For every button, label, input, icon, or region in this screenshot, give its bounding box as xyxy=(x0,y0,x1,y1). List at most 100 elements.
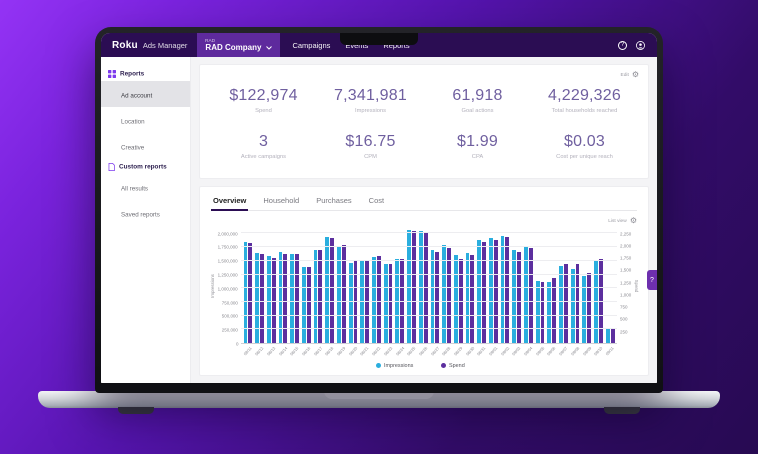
sidebar-item-creative[interactable]: Creative xyxy=(101,133,190,159)
help-icon[interactable]: ? xyxy=(618,40,627,50)
y-tick-label: 500,000 xyxy=(221,313,238,319)
sidebar-section-label: Custom reports xyxy=(119,162,167,171)
gear-icon[interactable]: ⚙ xyxy=(631,69,639,79)
spend-bar xyxy=(575,264,580,343)
gridline xyxy=(241,273,617,275)
gridline xyxy=(241,259,617,261)
tab-cost[interactable]: Cost xyxy=(368,196,385,205)
x-tick-label: 09/09 xyxy=(581,346,592,357)
x-tick-label: 08/24 xyxy=(394,346,405,357)
account-selector[interactable]: RAD RAD Company xyxy=(197,33,281,57)
bar-pair xyxy=(500,228,510,343)
legend-item-impressions[interactable]: Impressions xyxy=(375,361,427,370)
spend-bar xyxy=(400,258,405,343)
x-tick-label: 09/02 xyxy=(500,346,511,357)
chart-action-label: List view xyxy=(608,217,627,224)
tab-overview[interactable]: Overview xyxy=(210,196,249,211)
x-tick-label: 09/11 xyxy=(605,346,616,357)
legend-dot xyxy=(375,362,381,368)
y-tick-label: 0 xyxy=(235,341,238,347)
tab-household[interactable]: Household xyxy=(263,196,300,205)
legend-item-spend[interactable]: Spend xyxy=(440,361,472,370)
chevron-down-icon xyxy=(266,45,273,50)
sidebar-section-custom-reports[interactable]: Custom reports xyxy=(101,159,190,174)
metrics-settings[interactable]: Edit ⚙ xyxy=(615,70,639,79)
spend-bar xyxy=(587,273,592,343)
bar-pair xyxy=(301,228,311,343)
y-tick-label: 250 xyxy=(620,329,628,335)
y-tick-label: 1,000,000 xyxy=(218,286,238,292)
y-tick-label: 500 xyxy=(620,316,628,322)
roku-logo: Roku xyxy=(112,39,138,51)
gear-icon[interactable]: ⚙ xyxy=(629,215,637,225)
chart-view-toggle[interactable]: List view ⚙ xyxy=(211,216,637,225)
impressions-bar xyxy=(301,267,306,343)
nav-item-campaigns[interactable]: Campaigns xyxy=(292,40,331,50)
metric-value: $1.99 xyxy=(456,133,499,150)
laptop-notch xyxy=(340,33,418,45)
nav-item-reports[interactable]: Reports xyxy=(383,40,410,50)
tab-purchases[interactable]: Purchases xyxy=(316,196,352,205)
nav-item-events[interactable]: Events xyxy=(345,40,369,50)
metric-active-campaigns: 3 Active campaigns xyxy=(210,133,317,162)
impressions-bar xyxy=(337,245,341,343)
impressions-bar xyxy=(430,250,435,343)
sidebar-item-ad-account[interactable]: Ad account xyxy=(101,81,190,107)
metric-cost-per-unique-reach: $0.03 Cost per unique reach xyxy=(531,133,638,162)
spend-bar xyxy=(447,247,451,343)
x-tick-label: 08/26 xyxy=(418,346,429,357)
x-tick-label: 08/21 xyxy=(359,346,370,357)
sidebar-item-label: Ad account xyxy=(121,91,153,100)
sidebar-item-saved-reports[interactable]: Saved reports xyxy=(101,200,190,226)
y-axis-left: Impressions 2,000,000 1,750,000 1,500,000 1… xyxy=(210,228,241,347)
metric-label: CPA xyxy=(471,153,484,160)
bar-pair xyxy=(372,228,381,343)
x-tick-label: 08/25 xyxy=(406,346,417,357)
x-tick-label: 08/17 xyxy=(313,346,324,357)
x-axis-labels: 08/11 08/12 08/13 08/14 08/15 08/16 08/17 08/18… xyxy=(241,344,617,359)
x-tick-label: 09/06 xyxy=(546,346,557,357)
metric-households-reached: 4,229,326 Total households reached xyxy=(531,87,638,116)
x-tick-label: 09/10 xyxy=(593,346,604,357)
y-tick-label: 1,750,000 xyxy=(218,244,238,250)
sidebar-section-reports[interactable]: Reports xyxy=(101,66,190,81)
x-tick-label: 08/18 xyxy=(324,346,335,357)
y-tick-label: 2,000 xyxy=(620,243,632,249)
y-tick-label: 250,000 xyxy=(221,327,238,333)
sidebar-item-location[interactable]: Location xyxy=(101,107,190,133)
app-window: Roku Ads Manager RAD RAD Company Campaig… xyxy=(101,33,657,383)
gridline xyxy=(241,314,617,316)
spend-bar xyxy=(528,248,533,343)
spend-bar xyxy=(271,258,276,343)
metric-value: 7,341,981 xyxy=(334,87,407,104)
x-tick-label: 08/15 xyxy=(289,346,300,357)
metric-label: Spend xyxy=(255,107,272,114)
metric-value: $0.03 xyxy=(563,133,606,150)
x-tick-label: 08/13 xyxy=(266,346,277,357)
spend-bar xyxy=(306,266,311,343)
sidebar-item-all-results[interactable]: All results xyxy=(101,174,190,200)
spend-bar xyxy=(470,254,475,343)
impressions-bar xyxy=(582,275,587,343)
spend-bar xyxy=(353,261,358,343)
impressions-bar xyxy=(348,263,353,343)
impressions-bar xyxy=(313,250,318,343)
impressions-bar xyxy=(570,269,575,343)
grid-icon xyxy=(108,69,116,78)
x-tick-label: 09/01 xyxy=(488,346,499,357)
spend-bar xyxy=(517,252,521,343)
bar-pair xyxy=(243,228,253,343)
nav-links: Campaigns Events Reports xyxy=(292,33,409,57)
feedback-help-tab[interactable]: ? xyxy=(647,270,657,290)
bar-pair xyxy=(290,228,299,343)
bar-pair xyxy=(430,228,440,343)
gridline xyxy=(241,300,617,302)
legend-dot xyxy=(440,362,446,368)
sidebar-item-label: Creative xyxy=(121,143,145,152)
profile-icon[interactable] xyxy=(636,40,645,50)
y-tick-label: 1,750 xyxy=(620,255,632,261)
bar-pair xyxy=(465,228,475,343)
metric-value: $122,974 xyxy=(229,87,298,104)
spend-bar xyxy=(458,258,463,343)
spend-bar xyxy=(540,281,545,343)
